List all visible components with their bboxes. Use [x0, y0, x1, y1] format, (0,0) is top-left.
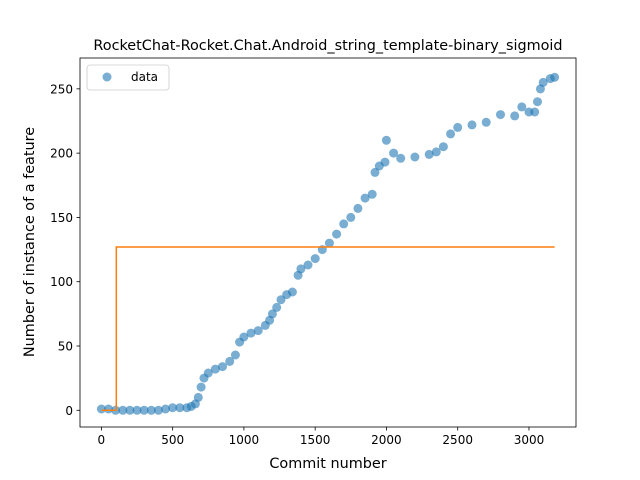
x-tick-label: 2500: [442, 433, 473, 447]
y-tick-label: 200: [50, 147, 73, 161]
data-point: [353, 203, 363, 213]
legend-box: [86, 64, 170, 91]
data-point: [496, 110, 505, 120]
data-point: [253, 326, 263, 336]
chart-title: RocketChat-Rocket.Chat.Android_string_te…: [93, 38, 562, 54]
data-point: [431, 147, 441, 157]
data-point: [453, 122, 463, 132]
legend-marker-data: [102, 72, 112, 82]
data-point: [510, 111, 520, 121]
data-point: [370, 167, 380, 177]
y-tick-label: 150: [50, 211, 73, 225]
x-tick-label: 0: [98, 433, 106, 447]
data-point: [218, 362, 227, 372]
x-tick-label: 3000: [514, 433, 545, 447]
data-point: [538, 77, 548, 87]
data-point: [530, 107, 540, 117]
data-point: [360, 193, 370, 203]
data-point: [550, 72, 560, 82]
data-point: [230, 350, 240, 360]
data-point: [310, 254, 320, 264]
data-point: [193, 392, 203, 402]
data-point: [132, 405, 142, 415]
data-point: [446, 129, 456, 139]
data-point: [272, 302, 282, 312]
x-tick-label: 500: [161, 433, 184, 447]
data-point: [467, 120, 477, 130]
x-tick-label: 1000: [229, 433, 260, 447]
y-tick-label: 0: [65, 404, 73, 418]
data-point: [533, 97, 542, 107]
data-point: [168, 403, 178, 413]
x-tick-label: 2000: [371, 433, 402, 447]
legend: data: [86, 64, 170, 91]
data-point: [104, 404, 113, 414]
y-tick-label: 100: [50, 275, 73, 289]
x-axis-label: Commit number: [269, 456, 386, 472]
data-point: [267, 309, 277, 319]
data-point: [139, 405, 149, 415]
data-point: [380, 157, 390, 167]
data-point: [146, 405, 156, 415]
data-point: [324, 238, 334, 248]
x-axis: 0 500 1000 1500 2000 2500 3000: [98, 427, 545, 447]
y-tick-label: 50: [58, 340, 73, 354]
data-point: [410, 152, 420, 162]
data-point: [175, 403, 185, 413]
y-axis-label: Number of instance of a feature: [22, 127, 38, 357]
data-point: [481, 117, 491, 127]
data-point: [396, 153, 406, 163]
data-point: [438, 142, 448, 152]
data-point: [381, 135, 391, 145]
data-point: [239, 332, 249, 342]
y-tick-label: 250: [50, 82, 73, 96]
data-point: [296, 264, 306, 274]
data-point: [424, 149, 434, 159]
data-point: [346, 212, 356, 222]
y-axis: 0 50 100 150 200 250: [50, 82, 80, 418]
data-point: [153, 405, 163, 415]
data-point: [203, 368, 213, 378]
data-point: [225, 356, 235, 366]
data-point: [287, 287, 297, 297]
data-point: [246, 328, 256, 338]
data-point: [196, 382, 206, 392]
x-tick-label: 1500: [300, 433, 331, 447]
legend-label-data: data: [131, 70, 158, 84]
data-point: [161, 404, 170, 414]
data-point: [303, 260, 313, 270]
data-point: [210, 364, 220, 374]
data-point: [389, 148, 399, 158]
data-point: [517, 102, 527, 112]
data-point: [367, 189, 377, 199]
data-point: [96, 404, 106, 414]
plot-frame: [79, 57, 577, 428]
data-point: [125, 405, 135, 415]
data-point: [339, 219, 349, 229]
data-point: [332, 229, 342, 239]
data-point: [118, 405, 128, 415]
fit-line: [101, 246, 555, 412]
